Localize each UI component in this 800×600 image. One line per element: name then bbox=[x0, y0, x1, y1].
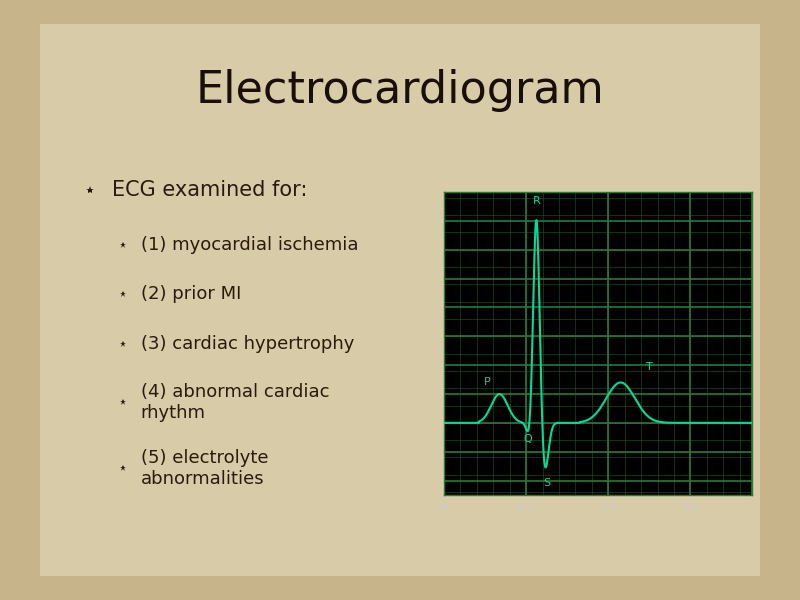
Text: (1) myocardial ischemia: (1) myocardial ischemia bbox=[141, 236, 358, 254]
Text: ECG examined for:: ECG examined for: bbox=[112, 179, 307, 200]
Text: T: T bbox=[646, 362, 653, 373]
Text: (5) electrolyte
abnormalities: (5) electrolyte abnormalities bbox=[141, 449, 268, 488]
Text: S: S bbox=[543, 478, 550, 488]
Text: (4) abnormal cardiac
rhythm: (4) abnormal cardiac rhythm bbox=[141, 383, 330, 422]
Text: P: P bbox=[484, 377, 490, 387]
FancyBboxPatch shape bbox=[40, 24, 760, 576]
Text: (3) cardiac hypertrophy: (3) cardiac hypertrophy bbox=[141, 335, 354, 353]
Text: (2) prior MI: (2) prior MI bbox=[141, 286, 241, 304]
Text: R: R bbox=[533, 196, 540, 206]
Text: Electrocardiogram: Electrocardiogram bbox=[196, 69, 604, 112]
Text: Q: Q bbox=[524, 434, 533, 445]
